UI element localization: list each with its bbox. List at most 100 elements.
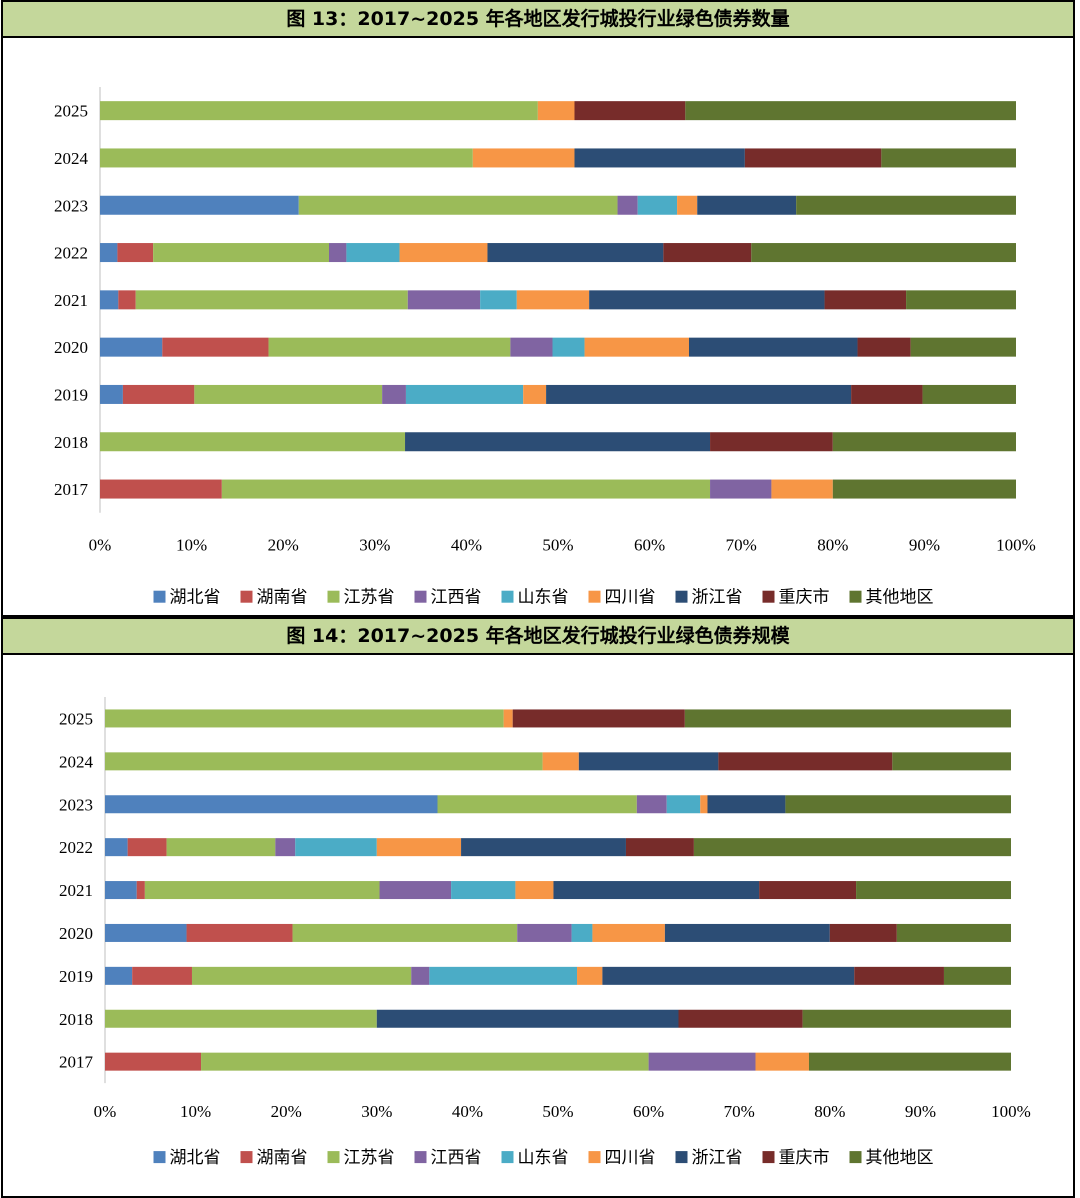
chart13-bar-segment	[771, 479, 833, 499]
figure-14-title: 图 14：2017~2025 年各地区发行城投行业绿色债券规模	[3, 619, 1073, 655]
chart14-legend-label: 其他地区	[866, 1148, 934, 1168]
chart14-bar-segment	[166, 838, 276, 857]
chart13-bar-segment	[832, 432, 1016, 452]
chart14-category-label: 2019	[59, 967, 93, 986]
chart13-bar-segment	[824, 290, 907, 310]
chart14-bar-segment	[515, 881, 554, 900]
chart13-bar-segment	[100, 290, 119, 310]
chart13-legend-label: 四川省	[605, 588, 656, 608]
chart13-bar-segment	[162, 337, 269, 357]
chart13-category-label: 2021	[54, 291, 88, 310]
chart14-bar-segment	[648, 1052, 756, 1071]
chart13-category-label: 2017	[54, 480, 89, 499]
chart14-category-label: 2022	[59, 838, 93, 857]
chart13-bar-segment	[100, 337, 163, 357]
chart13-bar-segment	[117, 243, 154, 263]
chart13-bar-segment	[153, 243, 329, 263]
chart14-legend-label: 湖北省	[170, 1148, 221, 1168]
chart14-bar-segment	[186, 923, 293, 942]
chart14-bar-segment	[144, 881, 380, 900]
chart13-bar-segment	[922, 384, 1016, 404]
chart13-bar-segment	[751, 243, 1016, 263]
chart13-bar-segment	[697, 195, 797, 215]
chart14-x-tick-label: 100%	[991, 1102, 1031, 1121]
chart14-bar-segment	[376, 1009, 679, 1028]
chart14-legend-swatch	[501, 1151, 514, 1164]
chart14-bar-segment	[451, 881, 516, 900]
chart13-legend-swatch	[762, 590, 775, 603]
chart14-x-tick-label: 10%	[180, 1102, 211, 1121]
chart13-legend-swatch	[240, 590, 253, 603]
chart13-bar-segment	[399, 243, 488, 263]
chart14-x-tick-label: 50%	[542, 1102, 573, 1121]
chart14-bar-segment	[571, 923, 593, 942]
chart14-bar-segment	[678, 1009, 803, 1028]
chart13-bar-segment	[523, 384, 547, 404]
chart13-bar-segment	[688, 337, 858, 357]
chart13-bar-segment	[617, 195, 638, 215]
chart13-bar-segment	[910, 337, 1016, 357]
chart14-legend-swatch	[240, 1151, 253, 1164]
chart14-x-tick-label: 0%	[94, 1102, 117, 1121]
chart14-bar-segment	[105, 966, 133, 985]
chart14-bar-segment	[854, 966, 944, 985]
chart13-bar-segment	[100, 479, 222, 499]
chart13-x-tick-label: 70%	[726, 536, 757, 555]
chart14-legend-swatch	[675, 1151, 688, 1164]
chart14-x-tick-label: 20%	[271, 1102, 302, 1121]
chart-14-svg: 2025 2024 2023 2022 2021 2020 2019 2018 2017 0% 10…	[59, 697, 1031, 1168]
chart14-category-label: 2024	[59, 752, 94, 771]
chart13-bar-segment	[100, 432, 406, 452]
chart13-bar-segment	[537, 101, 575, 121]
chart13-bar-segment	[857, 337, 911, 357]
chart14-bar-segment	[275, 838, 296, 857]
chart14-bar-segment	[892, 752, 1011, 771]
chart13-legend-swatch	[153, 590, 166, 603]
chart14-x-tick-label: 90%	[905, 1102, 936, 1121]
chart14-bar-segment	[664, 923, 830, 942]
chart13-bar-segment	[100, 195, 299, 215]
chart13-legend-label: 重庆市	[779, 588, 830, 608]
chart13-bar-segment	[710, 432, 833, 452]
chart14-bar-segment	[132, 966, 192, 985]
chart14-bar-segment	[136, 881, 145, 900]
chart14-legend-swatch	[327, 1151, 340, 1164]
chart14-bar-segment	[829, 923, 897, 942]
chart14-bar-segment	[201, 1052, 649, 1071]
chart14-bar-segment	[755, 1052, 809, 1071]
chart14-bar-segment	[191, 966, 412, 985]
chart13-category-label: 2025	[54, 102, 88, 121]
chart14-category-label: 2021	[59, 881, 93, 900]
chart14-category-label: 2025	[59, 709, 93, 728]
chart13-bar-segment	[100, 148, 473, 168]
chart14-bar-segment	[105, 1052, 202, 1071]
chart13-legend-label: 湖南省	[257, 588, 308, 608]
chart14-bar-segment	[577, 966, 603, 985]
figure-14-panel: 图 14：2017~2025 年各地区发行城投行业绿色债券规模 2025 2024…	[1, 617, 1075, 1198]
chart13-bar-segment	[516, 290, 590, 310]
chart14-bar-segment	[512, 709, 685, 728]
chart13-legend-label: 其他地区	[866, 588, 934, 608]
chart13-category-label: 2020	[54, 338, 88, 357]
chart14-bar-segment	[292, 923, 518, 942]
chart14-bar-segment	[105, 752, 543, 771]
chart14-bar-segment	[553, 881, 760, 900]
chart14-legend-swatch	[153, 1151, 166, 1164]
chart14-bar-segment	[759, 881, 857, 900]
chart13-bar-segment	[510, 337, 553, 357]
chart14-bar-segment	[295, 838, 377, 857]
chart14-bar-segment	[105, 923, 187, 942]
chart13-x-tick-label: 10%	[176, 536, 207, 555]
chart14-x-tick-label: 70%	[724, 1102, 755, 1121]
chart14-legend-label: 江苏省	[344, 1148, 395, 1168]
chart13-legend-label: 山东省	[518, 588, 569, 608]
figure-13-title: 图 13：2017~2025 年各地区发行城投行业绿色债券数量	[3, 2, 1073, 38]
chart14-bar-segment	[578, 752, 719, 771]
chart14-bar-segment	[542, 752, 579, 771]
chart14-x-tick-label: 30%	[361, 1102, 392, 1121]
chart14-bar-segment	[503, 709, 513, 728]
chart14-category-label: 2018	[59, 1010, 93, 1029]
chart14-legend-label: 浙江省	[692, 1148, 743, 1168]
chart13-x-tick-label: 0%	[89, 536, 112, 555]
chart13-x-tick-label: 50%	[542, 536, 573, 555]
